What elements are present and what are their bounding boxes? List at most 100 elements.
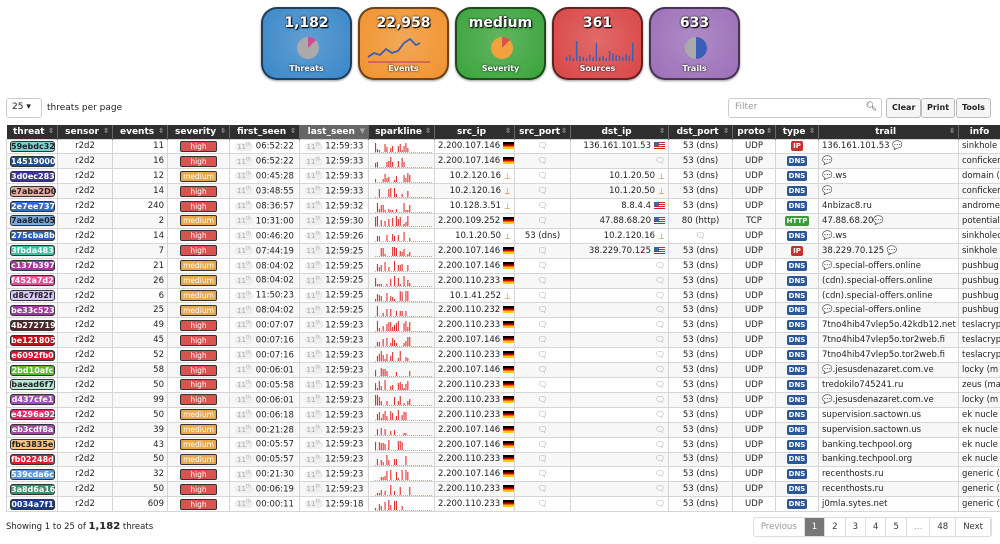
comment-icon[interactable]: 🗨︎ xyxy=(654,484,665,494)
table-row[interactable]: 539cda6c r2d2 32 high 11th 00:21:30 11th 12:5… xyxy=(6,466,1000,483)
cell-trail[interactable]: recenthosts.ru xyxy=(818,481,959,498)
cell-trail[interactable]: 💬.special-offers.online xyxy=(818,302,959,319)
comment-icon[interactable]: 🗨︎ xyxy=(537,305,548,315)
comment-icon[interactable]: 🗨︎ xyxy=(537,156,548,166)
cell-dst-ip[interactable]: 🗨︎ xyxy=(570,377,669,393)
table-row[interactable]: e6092fb0 r2d2 52 high 11th 00:07:16 11th 12:5… xyxy=(6,347,1000,364)
table-row[interactable]: fbc3835e r2d2 43 medium 11th 00:05:57 11th 12… xyxy=(6,436,1000,453)
comment-icon[interactable]: 🗨︎ xyxy=(537,290,548,300)
cell-dst-ip[interactable]: 🗨︎ xyxy=(570,362,669,378)
cell-trail[interactable]: j0mla.sytes.net xyxy=(818,496,959,513)
cell-dst-ip[interactable]: 🗨︎ xyxy=(570,272,669,289)
cell-dst-ip[interactable]: 🗨︎ xyxy=(570,496,669,513)
per-page-select[interactable]: 25 ▾ xyxy=(6,98,42,118)
cell-dst-ip[interactable]: 10.1.20.50 ⊥ xyxy=(570,183,669,200)
column-header-src_ip[interactable]: src_ip ⇳ xyxy=(434,125,515,139)
card-severity[interactable]: medium Severity xyxy=(455,7,546,80)
cell-src-ip[interactable]: 2.200.107.146 xyxy=(434,362,515,378)
clear-button[interactable]: Clear xyxy=(886,98,922,118)
page-button-3[interactable]: 3 xyxy=(846,518,867,536)
cell-src-ip[interactable]: 2.200.110.233 xyxy=(434,317,515,334)
cell-dst-ip[interactable]: 🗨︎ xyxy=(570,257,669,274)
comment-icon[interactable]: 🗨︎ xyxy=(537,439,548,449)
cell-trail[interactable]: (cdn).special-offers.online xyxy=(818,272,959,289)
table-row[interactable]: f452a7d2 r2d2 26 medium 11th 08:04:02 11th 12… xyxy=(6,272,1000,289)
threat-badge[interactable]: eb3cdf8a xyxy=(10,424,55,436)
cell-dst-ip[interactable]: 🗨︎ xyxy=(570,332,669,349)
table-row[interactable]: 2bd10afc r2d2 58 high 11th 00:06:01 11th 12:5… xyxy=(6,362,1000,378)
threat-badge[interactable]: 14519000 xyxy=(10,155,56,167)
table-row[interactable]: 7aa8de05 r2d2 2 medium 11th 10:31:00 11th 12:… xyxy=(6,213,1000,229)
cell-dst-ip[interactable]: 🗨︎ xyxy=(570,451,669,468)
table-row[interactable]: 4b272719 r2d2 49 high 11th 00:07:07 11th 12:5… xyxy=(6,317,1000,334)
threat-badge[interactable]: 3fbda483 xyxy=(10,245,55,257)
column-header-last_seen[interactable]: last_seen ▼ xyxy=(299,125,369,139)
cell-trail[interactable]: (cdn).special-offers.online xyxy=(818,287,959,304)
cell-dst-ip[interactable]: 🗨︎ xyxy=(570,436,669,453)
cell-trail[interactable]: 💬.ws xyxy=(818,227,959,244)
cell-trail[interactable]: 💬 xyxy=(818,153,959,170)
cell-src-ip[interactable]: 2.200.107.146 xyxy=(434,421,515,438)
cell-trail[interactable]: 💬.ws xyxy=(818,168,959,185)
cell-trail[interactable]: 7tno4hib47vlep5o.tor2web.fi xyxy=(818,332,959,349)
cell-src-ip[interactable]: 10.1.41.252 ⊥ xyxy=(434,287,515,304)
threat-badge[interactable]: 2bd10afc xyxy=(10,364,55,376)
cell-trail[interactable]: banking.techpool.org xyxy=(818,436,959,453)
threat-badge[interactable]: f452a7d2 xyxy=(10,275,55,287)
table-row[interactable]: 2e7ee737 r2d2 240 high 11th 08:36:57 11th 12:… xyxy=(6,198,1000,215)
cell-trail[interactable]: recenthosts.ru xyxy=(818,466,959,483)
threat-badge[interactable]: c137b397 xyxy=(10,260,55,272)
cell-trail[interactable]: 136.161.101.53 💬 xyxy=(818,138,959,155)
threat-badge[interactable]: e4296a92 xyxy=(10,409,56,421)
cell-src-ip[interactable]: 2.200.110.233 xyxy=(434,451,515,468)
cell-src-ip[interactable]: 2.200.110.233 xyxy=(434,391,515,408)
table-row[interactable]: c137b397 r2d2 21 medium 11th 08:04:02 11th 12… xyxy=(6,257,1000,274)
comment-icon[interactable]: 🗨︎ xyxy=(537,424,548,434)
column-header-trail[interactable]: trail ⇳ xyxy=(818,125,959,139)
cell-src-ip[interactable]: 2.200.110.233 xyxy=(434,496,515,513)
comment-icon[interactable]: 🗨︎ xyxy=(537,335,548,345)
column-header-info[interactable]: info xyxy=(958,125,1000,139)
comment-icon[interactable]: 🗨︎ xyxy=(654,499,665,509)
cell-dst-ip[interactable]: 136.161.101.53 xyxy=(570,138,669,155)
cell-trail[interactable]: 💬.special-offers.online xyxy=(818,257,959,274)
comment-icon[interactable]: 🗨︎ xyxy=(537,260,548,270)
column-header-dst_port[interactable]: dst_port ⇳ xyxy=(668,125,733,139)
cell-src-ip[interactable]: 2.200.107.146 xyxy=(434,332,515,349)
cell-dst-ip[interactable]: 🗨︎ xyxy=(570,302,669,319)
comment-icon[interactable]: 🗨︎ xyxy=(537,275,548,285)
comment-icon[interactable]: 🗨︎ xyxy=(537,186,548,196)
cell-dst-ip[interactable]: 🗨︎ xyxy=(570,287,669,304)
threat-badge[interactable]: e6092fb0 xyxy=(10,349,55,361)
cell-dst-ip[interactable]: 🗨︎ xyxy=(570,466,669,483)
comment-icon[interactable]: 🗨︎ xyxy=(537,141,548,151)
threat-badge[interactable]: 7aa8de05 xyxy=(10,215,56,227)
filter-input[interactable]: Filter 🔍︎ xyxy=(728,98,882,118)
table-row[interactable]: baead6f7 r2d2 50 high 11th 00:05:58 11th 12:5… xyxy=(6,377,1000,393)
comment-icon[interactable]: 🗨︎ xyxy=(654,275,665,285)
threat-badge[interactable]: 539cda6c xyxy=(10,468,55,480)
table-row[interactable]: 0034a7f1 r2d2 609 high 11th 00:00:11 11th 12:… xyxy=(6,496,1000,513)
cell-src-ip[interactable]: 2.200.110.233 xyxy=(434,377,515,393)
table-row[interactable]: d8c7f82f r2d2 6 medium 11th 11:50:23 11th 12:… xyxy=(6,287,1000,304)
page-button-1[interactable]: 1 xyxy=(804,518,826,536)
previous-button[interactable]: Previous xyxy=(754,518,805,536)
comment-icon[interactable]: 🗨︎ xyxy=(654,260,665,270)
comment-icon[interactable]: 🗨︎ xyxy=(654,379,665,389)
column-header-sensor[interactable]: sensor ⇳ xyxy=(57,125,113,139)
threat-badge[interactable]: 0034a7f1 xyxy=(10,498,55,510)
card-sources[interactable]: 361 Sources xyxy=(552,7,643,80)
comment-icon[interactable]: 🗨︎ xyxy=(654,350,665,360)
table-row[interactable]: 275cba8b r2d2 14 high 11th 00:46:20 11th 12:5… xyxy=(6,227,1000,244)
comment-icon[interactable]: 🗨︎ xyxy=(654,439,665,449)
cell-trail[interactable]: tredokilo745241.ru xyxy=(818,377,959,393)
threat-badge[interactable]: 275cba8b xyxy=(10,230,55,242)
comment-icon[interactable]: 🗨︎ xyxy=(654,394,665,404)
cell-src-ip[interactable]: 10.2.120.16 ⊥ xyxy=(434,168,515,185)
threat-badge[interactable]: be33c523 xyxy=(10,304,55,316)
cell-dst-ip[interactable]: 🗨︎ xyxy=(570,347,669,364)
comment-icon[interactable]: 🗨︎ xyxy=(654,454,665,464)
column-header-src_port[interactable]: src_port ⇳ xyxy=(514,125,571,139)
threat-badge[interactable]: fbc3835e xyxy=(10,439,55,451)
comment-icon[interactable]: 🗨︎ xyxy=(537,394,548,404)
